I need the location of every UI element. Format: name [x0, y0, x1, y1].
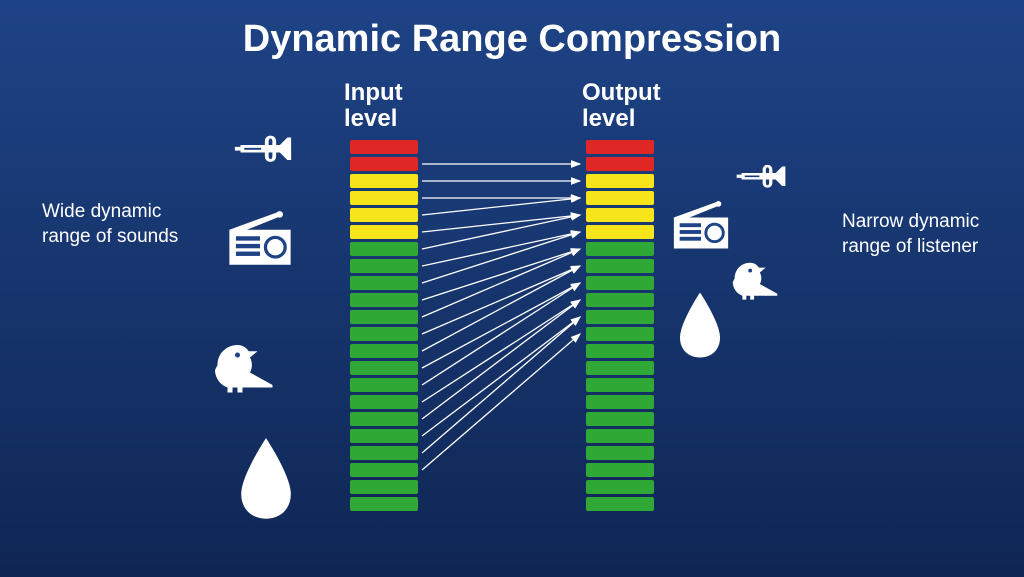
meter-segment [586, 395, 654, 409]
trumpet-icon [233, 130, 293, 168]
radio-icon [225, 210, 295, 267]
meter-segment [586, 140, 654, 154]
meter-segment [586, 157, 654, 171]
meter-segment [586, 497, 654, 511]
meter-segment [350, 412, 418, 426]
mapping-arrow [422, 198, 580, 215]
water-drop-icon [675, 290, 725, 360]
meter-segment [350, 497, 418, 511]
meter-segment [586, 310, 654, 324]
mapping-arrow [422, 232, 580, 283]
meter-segment [350, 259, 418, 273]
meter-segment [350, 344, 418, 358]
mapping-arrows [0, 80, 600, 500]
meter-segment [586, 174, 654, 188]
meter-segment [350, 276, 418, 290]
meter-segment [586, 446, 654, 460]
mapping-arrow [422, 300, 580, 419]
meter-segment [350, 191, 418, 205]
meter-segment [586, 327, 654, 341]
meter-segment [350, 208, 418, 222]
meter-segment [586, 225, 654, 239]
meter-segment [586, 412, 654, 426]
page-title: Dynamic Range Compression [0, 0, 1024, 61]
meter-segment [350, 225, 418, 239]
mapping-arrow [422, 334, 580, 470]
meter-segment [350, 157, 418, 171]
bird-icon [725, 255, 787, 302]
meter-segment [350, 242, 418, 256]
mapping-arrow [422, 317, 580, 453]
meter-segment [350, 327, 418, 341]
output-level-label: Outputlevel [582, 80, 661, 133]
meter-segment [586, 276, 654, 290]
mapping-arrow [422, 249, 580, 317]
meter-segment [350, 446, 418, 460]
diagram-stage: Inputlevel Outputlevel Wide dynamicrange… [0, 80, 1024, 577]
meter-segment [586, 344, 654, 358]
mapping-arrow [422, 215, 580, 232]
mapping-arrow [422, 283, 580, 368]
right-side-label: Narrow dynamicrange of listener [842, 210, 979, 259]
meter-segment [586, 293, 654, 307]
meter-segment [586, 463, 654, 477]
meter-segment [586, 429, 654, 443]
meter-segment [586, 208, 654, 222]
meter-segment [586, 480, 654, 494]
trumpet-icon [735, 160, 787, 193]
mapping-arrow [422, 215, 580, 249]
meter-segment [350, 310, 418, 324]
meter-segment [350, 174, 418, 188]
meter-segment [350, 378, 418, 392]
meter-segment [350, 140, 418, 154]
input-meter [350, 140, 418, 511]
meter-segment [586, 361, 654, 375]
meter-segment [350, 361, 418, 375]
meter-segment [586, 259, 654, 273]
input-level-label: Inputlevel [344, 80, 403, 133]
meter-segment [350, 293, 418, 307]
meter-segment [350, 429, 418, 443]
water-drop-icon [235, 435, 297, 522]
mapping-arrow [422, 232, 580, 266]
meter-segment [350, 480, 418, 494]
mapping-arrow [422, 266, 580, 334]
meter-segment [586, 378, 654, 392]
mapping-arrow [422, 300, 580, 402]
meter-segment [586, 191, 654, 205]
left-side-label: Wide dynamicrange of sounds [42, 200, 178, 249]
bird-icon [205, 335, 285, 395]
radio-icon [670, 200, 732, 250]
mapping-arrow [422, 317, 580, 436]
meter-segment [350, 395, 418, 409]
meter-segment [350, 463, 418, 477]
output-meter [586, 140, 654, 511]
mapping-arrow [422, 266, 580, 351]
meter-segment [586, 242, 654, 256]
mapping-arrow [422, 249, 580, 300]
mapping-arrow [422, 283, 580, 385]
